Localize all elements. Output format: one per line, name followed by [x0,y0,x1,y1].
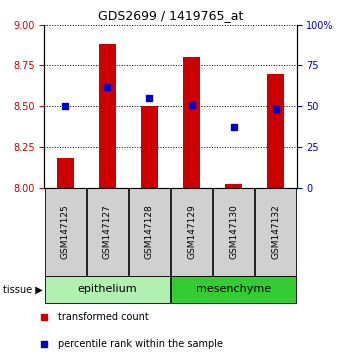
Text: GSM147130: GSM147130 [229,204,238,259]
Bar [171,188,212,276]
Bar [45,188,86,276]
Bar [225,184,242,188]
Bar [255,188,296,276]
Bar [87,188,128,276]
Bar [141,106,158,188]
Bar [267,74,284,188]
Text: mesenchyme: mesenchyme [196,284,271,295]
Text: GSM147132: GSM147132 [271,205,280,259]
Text: GSM147125: GSM147125 [61,205,70,259]
Text: percentile rank within the sample: percentile rank within the sample [58,339,223,349]
Title: GDS2699 / 1419765_at: GDS2699 / 1419765_at [98,9,243,22]
Text: GSM147127: GSM147127 [103,205,112,259]
Bar [57,158,74,188]
Text: GSM147128: GSM147128 [145,205,154,259]
Text: GSM147129: GSM147129 [187,205,196,259]
Text: tissue ▶: tissue ▶ [3,284,43,295]
Bar [129,188,170,276]
Bar [171,276,296,303]
Bar [183,57,200,188]
Bar [213,188,254,276]
Text: epithelium: epithelium [78,284,137,295]
Text: transformed count: transformed count [58,312,149,322]
Bar [45,276,170,303]
Bar [99,44,116,188]
